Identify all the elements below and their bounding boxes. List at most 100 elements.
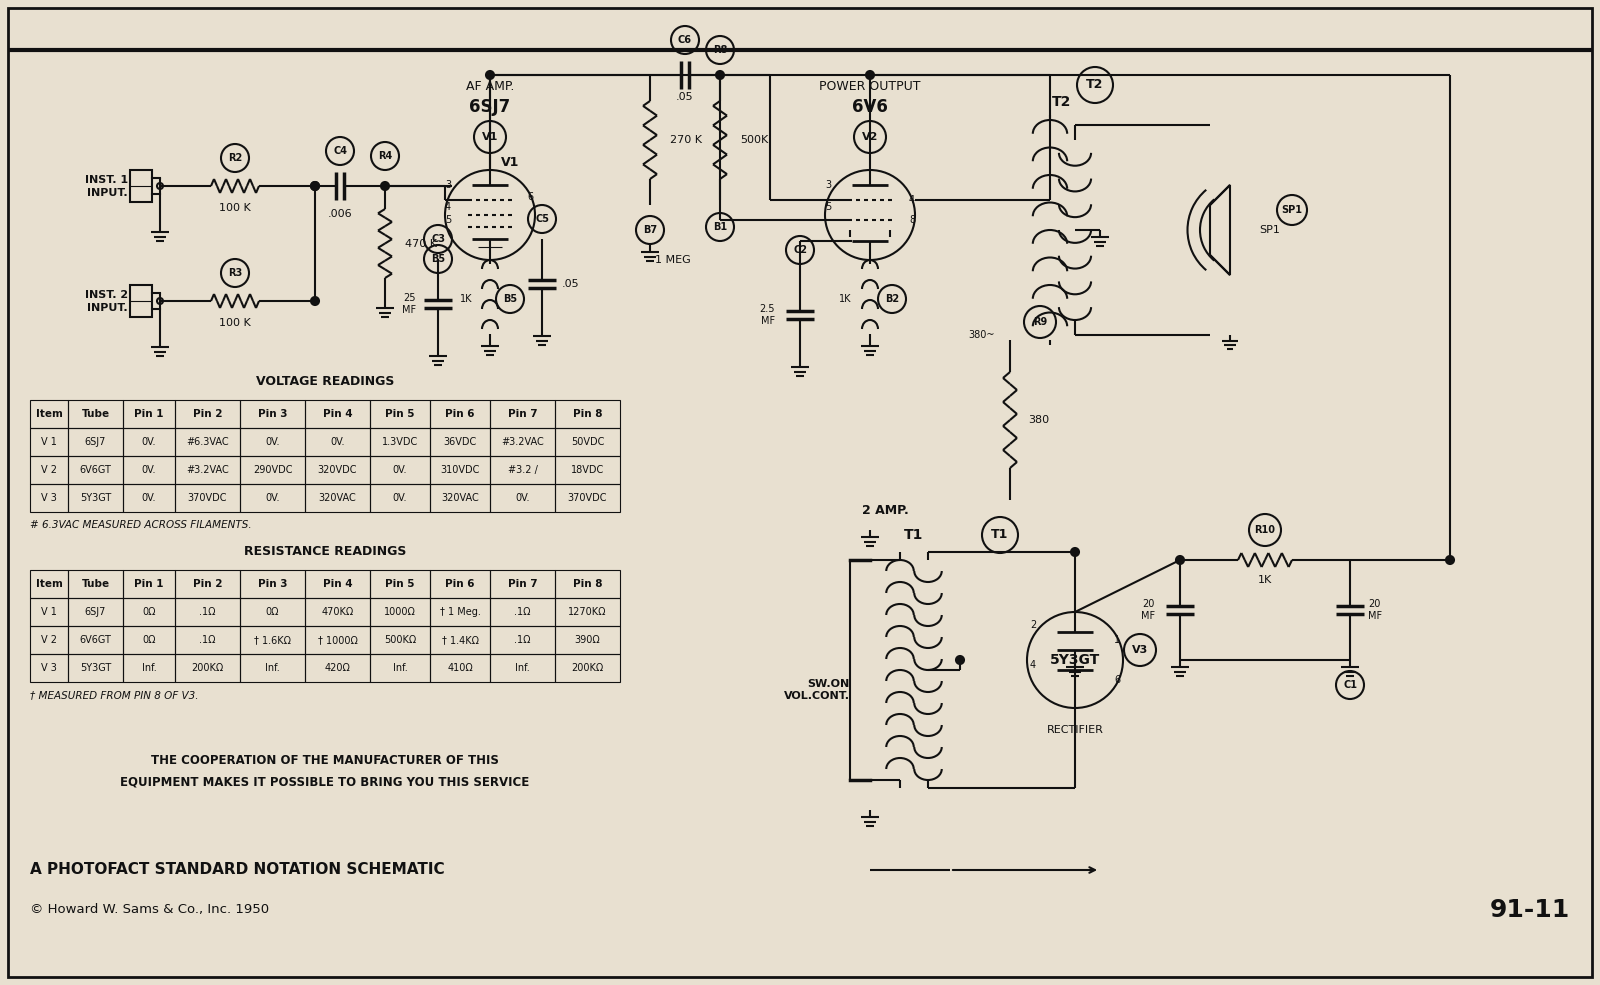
Text: 370VDC: 370VDC: [568, 493, 608, 503]
Text: 4: 4: [1030, 660, 1037, 670]
Text: INPUT.: INPUT.: [88, 303, 128, 313]
Bar: [490, 598, 555, 626]
Text: .1Ω: .1Ω: [200, 607, 216, 617]
Text: 0V.: 0V.: [392, 465, 408, 475]
Text: 320VDC: 320VDC: [318, 465, 357, 475]
Text: 6: 6: [1114, 675, 1120, 685]
Circle shape: [486, 71, 494, 79]
Bar: [370, 456, 430, 484]
Bar: [30, 400, 67, 428]
Text: 370VDC: 370VDC: [187, 493, 227, 503]
Bar: [123, 626, 174, 654]
Bar: [306, 654, 370, 682]
Bar: [174, 456, 240, 484]
Text: C3: C3: [430, 234, 445, 244]
Text: .1Ω: .1Ω: [514, 607, 531, 617]
Text: 0Ω: 0Ω: [142, 635, 155, 645]
Text: 0V.: 0V.: [142, 437, 157, 447]
Bar: [240, 456, 306, 484]
Text: 6: 6: [526, 192, 533, 202]
Bar: [370, 626, 430, 654]
Text: 2: 2: [1030, 620, 1037, 630]
Circle shape: [381, 182, 389, 190]
Text: 5: 5: [445, 215, 451, 225]
Text: 1.3VDC: 1.3VDC: [382, 437, 418, 447]
Text: 20
MF: 20 MF: [1368, 599, 1382, 621]
Text: R4: R4: [378, 151, 392, 161]
Text: © Howard W. Sams & Co., Inc. 1950: © Howard W. Sams & Co., Inc. 1950: [30, 903, 269, 916]
Bar: [174, 570, 240, 598]
Bar: [306, 456, 370, 484]
Bar: [370, 570, 430, 598]
Bar: [130, 170, 152, 202]
Bar: [370, 654, 430, 682]
Bar: [240, 598, 306, 626]
Text: Pin 3: Pin 3: [258, 409, 288, 419]
Bar: [555, 484, 621, 512]
Bar: [490, 626, 555, 654]
Text: Pin 6: Pin 6: [445, 579, 475, 589]
Bar: [123, 484, 174, 512]
Bar: [240, 654, 306, 682]
Text: 0V.: 0V.: [266, 437, 280, 447]
Circle shape: [1176, 556, 1184, 564]
Text: 390Ω: 390Ω: [574, 635, 600, 645]
Text: Inf.: Inf.: [266, 663, 280, 673]
Text: 0V.: 0V.: [330, 437, 344, 447]
Bar: [30, 626, 67, 654]
Bar: [555, 598, 621, 626]
Text: T1: T1: [992, 529, 1008, 542]
Text: Pin 3: Pin 3: [258, 579, 288, 589]
Text: 1: 1: [1114, 635, 1120, 645]
Bar: [370, 484, 430, 512]
Text: Pin 4: Pin 4: [323, 579, 352, 589]
Text: .05: .05: [677, 92, 694, 102]
Text: .006: .006: [328, 209, 352, 219]
Bar: [555, 654, 621, 682]
Text: V 1: V 1: [42, 437, 58, 447]
Text: 420Ω: 420Ω: [325, 663, 350, 673]
Text: 36VDC: 36VDC: [443, 437, 477, 447]
Text: V1: V1: [482, 132, 498, 142]
Bar: [240, 570, 306, 598]
Bar: [490, 456, 555, 484]
Bar: [490, 654, 555, 682]
Text: C2: C2: [794, 245, 806, 255]
Text: 1270KΩ: 1270KΩ: [568, 607, 606, 617]
Text: 0V.: 0V.: [142, 493, 157, 503]
Text: 0Ω: 0Ω: [266, 607, 280, 617]
Text: Pin 2: Pin 2: [192, 409, 222, 419]
Text: Pin 6: Pin 6: [445, 409, 475, 419]
Text: 6V6GT: 6V6GT: [80, 635, 112, 645]
Text: AF AMP.: AF AMP.: [466, 81, 514, 94]
Bar: [430, 626, 490, 654]
Text: C6: C6: [678, 35, 691, 45]
Text: 320VAC: 320VAC: [442, 493, 478, 503]
Bar: [430, 484, 490, 512]
Bar: [430, 400, 490, 428]
Bar: [174, 400, 240, 428]
Text: RESISTANCE READINGS: RESISTANCE READINGS: [243, 545, 406, 558]
Bar: [123, 400, 174, 428]
Text: .1Ω: .1Ω: [514, 635, 531, 645]
Text: C4: C4: [333, 146, 347, 156]
Text: 100 K: 100 K: [219, 318, 251, 328]
Bar: [555, 456, 621, 484]
Text: POWER OUTPUT: POWER OUTPUT: [819, 81, 920, 94]
Bar: [67, 456, 123, 484]
Circle shape: [310, 182, 318, 190]
Text: 320VAC: 320VAC: [318, 493, 357, 503]
Bar: [306, 598, 370, 626]
Circle shape: [957, 656, 963, 664]
Bar: [555, 626, 621, 654]
Bar: [67, 484, 123, 512]
Text: 380~: 380~: [968, 330, 995, 340]
Bar: [490, 484, 555, 512]
Bar: [240, 428, 306, 456]
Text: R10: R10: [1254, 525, 1275, 535]
Bar: [30, 570, 67, 598]
Text: T1: T1: [904, 528, 923, 542]
Bar: [123, 570, 174, 598]
Bar: [123, 654, 174, 682]
Text: 470KΩ: 470KΩ: [322, 607, 354, 617]
